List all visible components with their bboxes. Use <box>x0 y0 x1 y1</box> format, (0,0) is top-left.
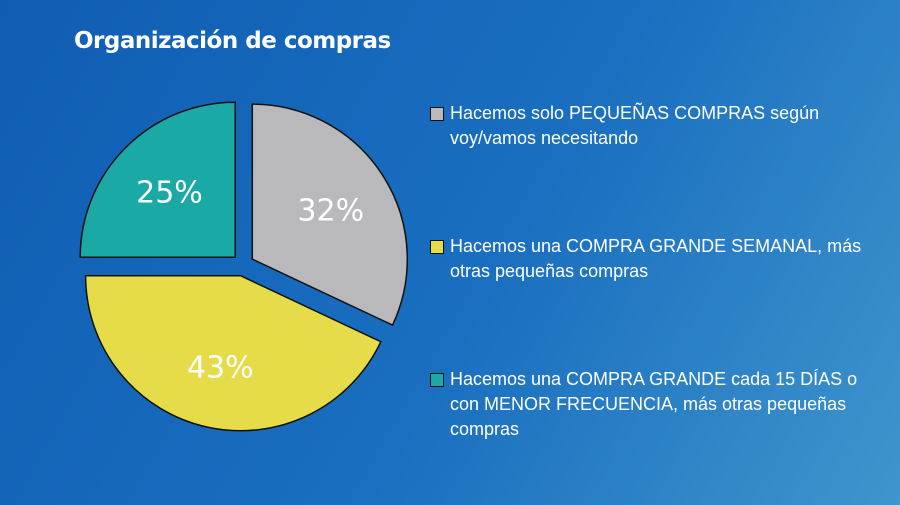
slice-value-label: 25% <box>136 175 203 210</box>
legend-label: Hacemos una COMPRA GRANDE cada 15 DÍAS o… <box>450 369 858 439</box>
legend-swatch <box>430 373 444 387</box>
pie-chart: 32% 43% 25% <box>79 101 409 432</box>
pie-slice <box>79 101 236 258</box>
slice-value-label: 32% <box>297 193 364 228</box>
pie-slice <box>251 103 409 327</box>
pie-slice <box>84 274 382 432</box>
legend-swatch <box>430 107 444 121</box>
legend-swatch <box>430 240 444 254</box>
legend-label: Hacemos solo PEQUEÑAS COMPRAS según voy/… <box>450 103 820 148</box>
legend-item: Hacemos una COMPRA GRANDE cada 15 DÍAS o… <box>430 367 870 442</box>
legend-label: Hacemos una COMPRA GRANDE SEMANAL, más o… <box>450 236 862 281</box>
chart-title: Organización de compras <box>74 28 391 54</box>
slice-value-label: 43% <box>187 350 254 385</box>
legend-item: Hacemos una COMPRA GRANDE SEMANAL, más o… <box>430 234 870 284</box>
legend-item: Hacemos solo PEQUEÑAS COMPRAS según voy/… <box>430 101 870 151</box>
